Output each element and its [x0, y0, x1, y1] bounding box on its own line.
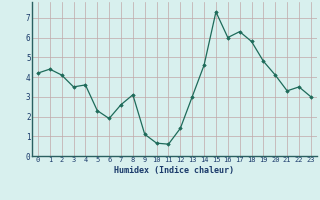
- X-axis label: Humidex (Indice chaleur): Humidex (Indice chaleur): [115, 166, 234, 175]
